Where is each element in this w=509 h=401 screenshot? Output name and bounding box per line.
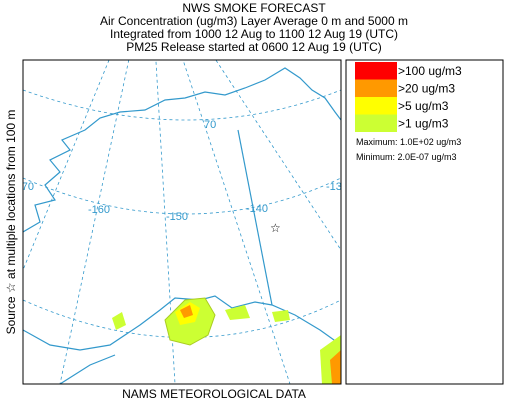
map: ☆ -170 -160 -150 -140 -130 70 — [12, 59, 348, 385]
graticule — [23, 89, 341, 121]
graticule — [59, 60, 130, 384]
map-label: -130 — [326, 181, 348, 193]
coastline — [23, 67, 341, 233]
map-frame — [22, 59, 342, 385]
subtitle: Air Concentration (ug/m3) Layer Average … — [100, 14, 408, 28]
subtitle: Integrated from 1000 12 Aug to 1100 12 A… — [110, 27, 398, 41]
map-label: -150 — [166, 211, 188, 223]
legend-min: Minimum: 2.0E-07 ug/m3 — [356, 152, 457, 162]
graticule — [155, 60, 176, 384]
legend-label: >1 ug/m3 — [398, 117, 449, 131]
legend-label: >100 ug/m3 — [398, 64, 462, 78]
legend-swatch — [355, 97, 397, 115]
map-label: -170 — [12, 181, 34, 193]
graticule — [23, 177, 341, 215]
legend-swatch — [355, 62, 397, 80]
legend-swatch — [355, 114, 397, 132]
source-marker: ☆ — [270, 221, 281, 235]
footer: NAMS METEOROLOGICAL DATA — [122, 387, 306, 401]
smoke — [112, 312, 126, 330]
legend-max: Maximum: 1.0E+02 ug/m3 — [356, 137, 461, 147]
legend-label: >5 ug/m3 — [398, 99, 449, 113]
graticule — [215, 60, 341, 251]
legend: Maximum: 1.0E+02 ug/m3 Minimum: 2.0E-07 … — [345, 59, 504, 385]
graticule — [182, 60, 291, 384]
side-label: Source ☆ at multiple locations from 100 … — [4, 110, 18, 335]
smoke — [225, 305, 250, 320]
smoke — [180, 305, 193, 318]
border — [237, 129, 273, 306]
map-label: -160 — [88, 204, 110, 216]
subtitle: PM25 Release started at 0600 12 Aug 19 (… — [126, 40, 381, 54]
smoke — [330, 350, 341, 384]
smoke — [272, 310, 290, 322]
map-label: -140 — [246, 203, 268, 215]
legend-swatch — [355, 79, 397, 97]
legend-frame — [345, 59, 504, 385]
coastline — [59, 354, 116, 384]
legend-label: >20 ug/m3 — [398, 82, 455, 96]
map-label: 70 — [204, 119, 216, 131]
title: NWS SMOKE FORECAST — [182, 1, 326, 15]
